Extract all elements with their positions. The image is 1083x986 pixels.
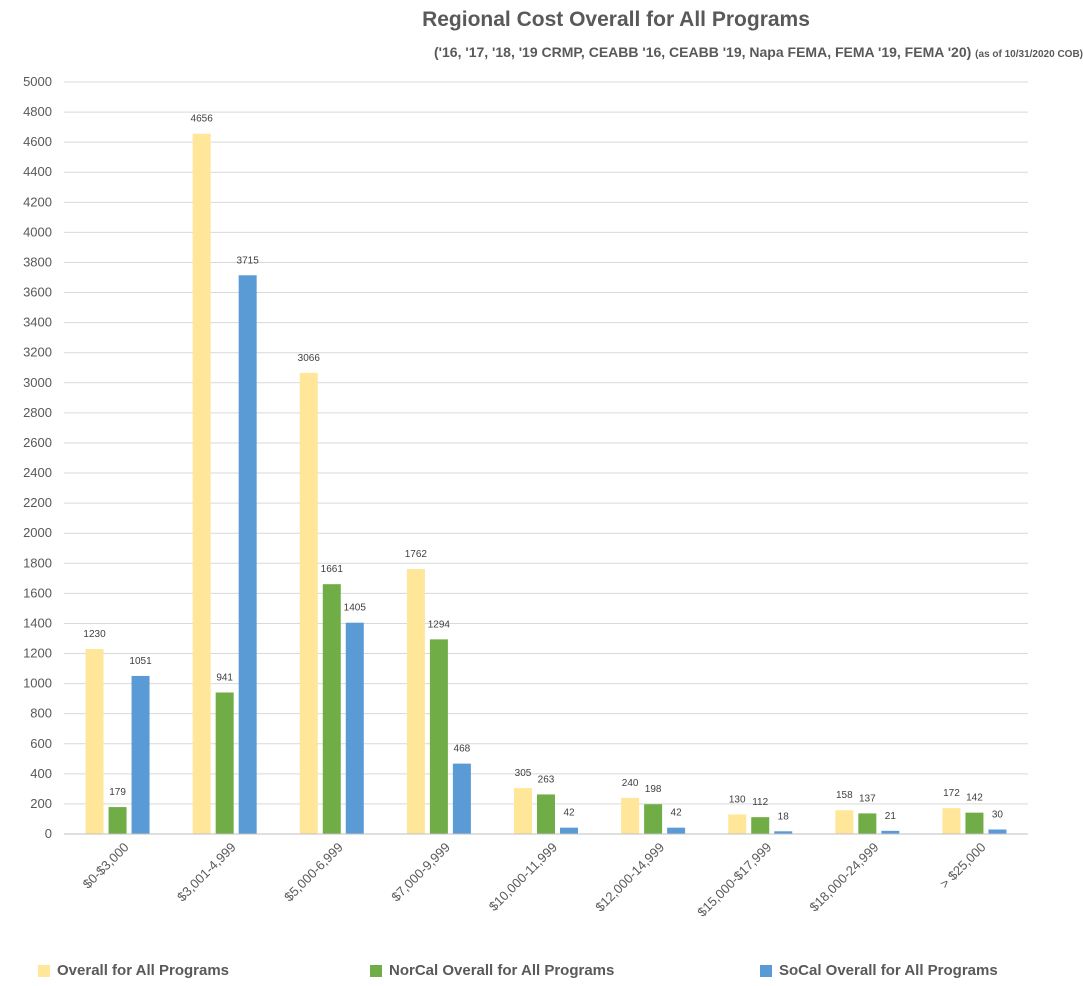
bar-norcal: [644, 804, 662, 834]
bar-overall: [621, 798, 639, 834]
bar-overall: [835, 810, 853, 834]
x-tick-label: $12,000-14,999: [592, 840, 667, 915]
data-label: 18: [778, 811, 790, 822]
data-label: 172: [943, 788, 960, 799]
data-label: 941: [216, 672, 233, 683]
data-label: 137: [859, 793, 876, 804]
bar-socal: [453, 764, 471, 834]
y-tick-label: 0: [45, 826, 52, 841]
bar-socal: [667, 828, 685, 834]
data-label: 468: [454, 744, 471, 755]
bar-socal: [988, 829, 1006, 834]
x-tick-label: $15,000-$17,999: [694, 840, 774, 920]
y-tick-label: 2800: [23, 405, 52, 420]
legend-label-socal: SoCal Overall for All Programs: [779, 962, 998, 979]
x-tick-label: $7,000-9,999: [388, 840, 453, 905]
legend-label-norcal: NorCal Overall for All Programs: [389, 962, 614, 979]
data-label: 142: [966, 793, 983, 804]
bar-norcal: [216, 692, 234, 834]
legend-swatch-overall: [38, 965, 50, 977]
y-tick-label: 600: [30, 736, 52, 751]
x-tick-label: $18,000-24,999: [806, 840, 881, 915]
y-tick-label: 400: [30, 766, 52, 781]
y-tick-label: 3200: [23, 345, 52, 360]
bar-norcal: [751, 817, 769, 834]
legend-item-socal: SoCal Overall for All Programs: [760, 962, 998, 979]
x-tick-label: $0-$3,000: [80, 840, 132, 892]
bar-socal: [239, 275, 257, 834]
bar-overall: [86, 649, 104, 834]
bar-overall: [942, 808, 960, 834]
y-tick-label: 5000: [23, 74, 52, 89]
data-label: 263: [538, 774, 555, 785]
y-tick-label: 1400: [23, 615, 52, 630]
bar-norcal: [430, 639, 448, 834]
bar-norcal: [965, 813, 983, 834]
data-label: 3715: [237, 255, 260, 266]
y-tick-label: 3800: [23, 254, 52, 269]
y-tick-label: 2000: [23, 525, 52, 540]
bar-norcal: [537, 794, 555, 834]
data-label: 240: [622, 778, 639, 789]
y-tick-label: 200: [30, 796, 52, 811]
legend-item-overall: Overall for All Programs: [38, 962, 229, 979]
bar-socal: [346, 623, 364, 834]
data-label: 1230: [83, 629, 106, 640]
data-label: 4656: [191, 114, 214, 125]
bar-overall: [514, 788, 532, 834]
data-label: 3066: [298, 353, 321, 364]
y-tick-label: 800: [30, 706, 52, 721]
data-label: 1405: [344, 603, 367, 614]
bar-norcal: [323, 584, 341, 834]
chart-legend: Overall for All Programs NorCal Overall …: [0, 962, 1083, 986]
y-tick-label: 1000: [23, 676, 52, 691]
data-label: 42: [563, 808, 575, 819]
data-label: 112: [752, 797, 768, 808]
data-label: 1762: [405, 549, 428, 560]
bar-overall: [300, 373, 318, 834]
y-tick-label: 2400: [23, 465, 52, 480]
x-tick-label: > $25,000: [937, 840, 989, 892]
bar-overall: [407, 569, 425, 834]
y-tick-label: 1200: [23, 646, 52, 661]
data-label: 1294: [428, 619, 451, 630]
y-tick-label: 1800: [23, 555, 52, 570]
data-label: 42: [671, 808, 683, 819]
y-tick-label: 2600: [23, 435, 52, 450]
data-label: 30: [992, 809, 1004, 820]
legend-label-overall: Overall for All Programs: [57, 962, 229, 979]
y-tick-label: 1600: [23, 585, 52, 600]
data-label: 1661: [321, 564, 344, 575]
data-label: 158: [836, 790, 853, 801]
y-tick-label: 3000: [23, 375, 52, 390]
legend-swatch-norcal: [370, 965, 382, 977]
bar-overall: [728, 814, 746, 834]
bar-norcal: [858, 813, 876, 834]
data-label: 21: [885, 811, 897, 822]
bar-socal: [560, 828, 578, 834]
bar-norcal: [109, 807, 127, 834]
legend-item-norcal: NorCal Overall for All Programs: [370, 962, 614, 979]
y-tick-label: 4000: [23, 224, 52, 239]
y-tick-label: 2200: [23, 495, 52, 510]
x-tick-label: $5,000-6,999: [281, 840, 346, 905]
data-label: 198: [645, 784, 662, 795]
y-tick-label: 4400: [23, 164, 52, 179]
y-tick-label: 4200: [23, 194, 52, 209]
y-tick-label: 3600: [23, 285, 52, 300]
legend-swatch-socal: [760, 965, 772, 977]
data-label: 179: [109, 787, 126, 798]
data-label: 130: [729, 794, 746, 805]
y-tick-label: 4600: [23, 134, 52, 149]
y-tick-label: 4800: [23, 104, 52, 119]
bar-chart: 0 200 400 600 800 1000 1200 1400 1600 1800 2000 220…: [0, 0, 1083, 960]
bar-socal: [132, 676, 150, 834]
data-label: 1051: [129, 656, 152, 667]
x-tick-label: $3,001-4,999: [174, 840, 239, 905]
data-label: 305: [515, 768, 532, 779]
x-tick-label: $10,000-11,999: [486, 840, 560, 914]
bar-overall: [193, 134, 211, 834]
y-tick-label: 3400: [23, 315, 52, 330]
